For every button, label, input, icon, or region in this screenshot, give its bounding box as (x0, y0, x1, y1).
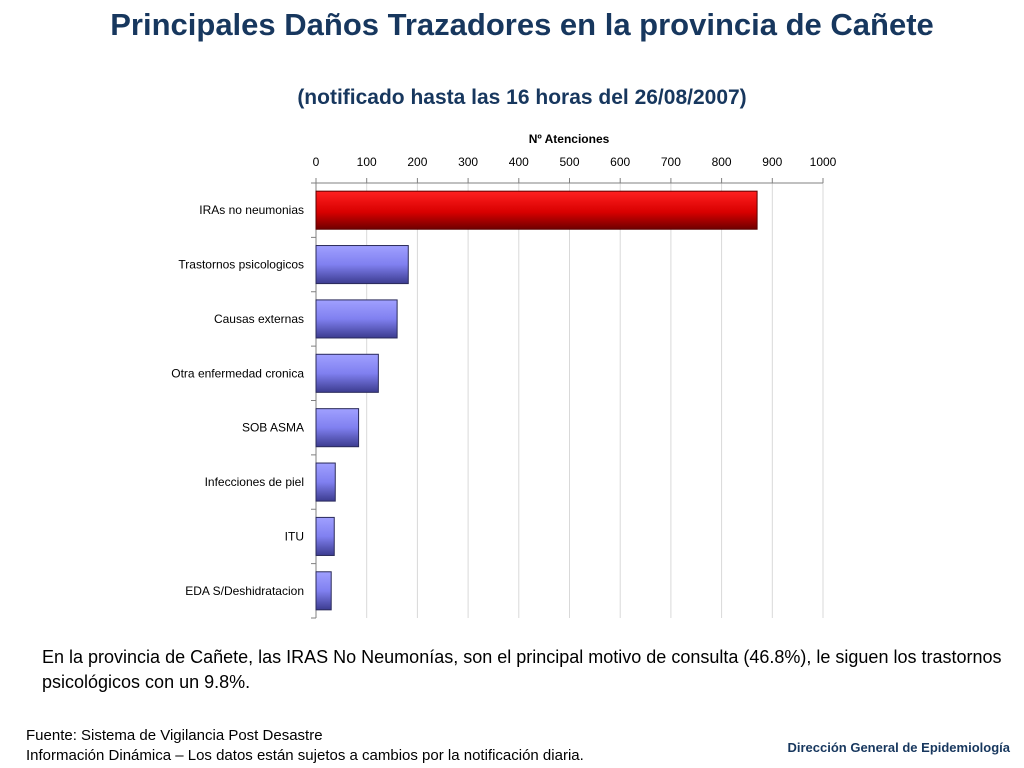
x-tick-label: 400 (509, 155, 529, 169)
bar-causas-externas (315, 299, 398, 339)
x-tick-label: 700 (661, 155, 681, 169)
x-tick-label: 500 (559, 155, 579, 169)
summary-text: En la provincia de Cañete, las IRAS No N… (42, 647, 1002, 692)
bar-itu (315, 516, 335, 556)
x-tick-label: 200 (407, 155, 427, 169)
bar-infecciones-de-piel (315, 462, 336, 502)
footer-source: Fuente: Sistema de Vigilancia Post Desas… (26, 726, 584, 766)
bar-sob-asma (315, 408, 360, 448)
category-label: Trastornos psicologicos (178, 258, 304, 272)
category-label: Otra enfermedad cronica (171, 366, 304, 380)
x-tick-label: 600 (610, 155, 630, 169)
x-tick-label: 300 (458, 155, 478, 169)
disclaimer-line: Información Dinámica – Los datos están s… (26, 747, 584, 764)
x-tick-label: 900 (762, 155, 782, 169)
category-label: Infecciones de piel (205, 475, 304, 489)
bar-chart: Nº Atenciones 0 100 200 300 400 500 600 700 800 9… (171, 132, 837, 619)
x-axis-label: Nº Atenciones (529, 132, 610, 146)
bar-otra-enfermedad-cronica (315, 353, 379, 393)
bar-iras-no-neumonias (315, 190, 758, 230)
category-label: Causas externas (214, 312, 304, 326)
category-label: EDA S/Deshidratacion (185, 584, 304, 598)
x-tick-label: 800 (712, 155, 732, 169)
x-tick-label: 100 (357, 155, 377, 169)
page-subtitle: (notificado hasta las 16 horas del 26/08… (297, 86, 747, 109)
bar-trastornos-psicologicos (315, 245, 409, 285)
organization-label: Dirección General de Epidemiología (787, 740, 1010, 755)
source-line: Fuente: Sistema de Vigilancia Post Desas… (26, 727, 323, 744)
x-tick-label: 1000 (810, 155, 837, 169)
category-label: SOB ASMA (242, 421, 304, 435)
category-label: ITU (285, 529, 304, 543)
x-tick-label: 0 (313, 155, 320, 169)
page-title: Principales Daños Trazadores en la provi… (110, 7, 934, 42)
category-label: IRAs no neumonias (199, 203, 304, 217)
bar-eda-s-deshidratacion (315, 571, 332, 611)
